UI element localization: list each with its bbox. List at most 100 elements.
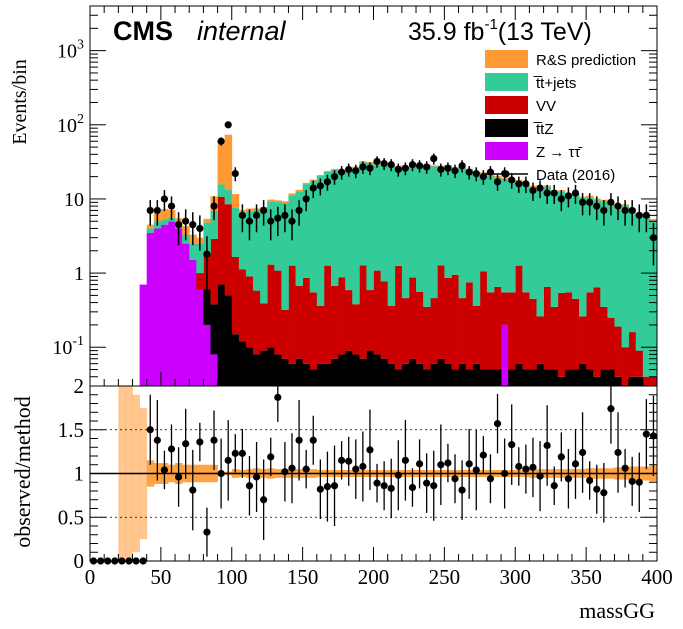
- bar-vv: [536, 316, 544, 364]
- bar-vv: [628, 332, 637, 377]
- bar-ttjets: [472, 173, 481, 306]
- data-point: [437, 165, 445, 174]
- bar-ttz: [586, 369, 594, 386]
- bar-ttjets: [416, 167, 424, 292]
- bar-vv: [472, 305, 481, 364]
- data-point: [621, 206, 629, 215]
- bar-rs: [274, 200, 282, 203]
- bar-ttjets: [479, 173, 488, 272]
- bar-ttz: [245, 347, 254, 386]
- energy-label: (13 TeV): [498, 18, 592, 46]
- bar-ztautau: [160, 224, 169, 386]
- bar-rs: [330, 168, 339, 170]
- bar-vv: [231, 256, 240, 335]
- data-point: [174, 221, 183, 229]
- data-point: [302, 195, 310, 203]
- data-point: [338, 168, 346, 176]
- bar-vv: [309, 292, 318, 370]
- ratio-point: [515, 462, 523, 471]
- ratio-point: [508, 441, 516, 449]
- legend-label-ttz: t̅tZ: [533, 121, 554, 138]
- ratio-point: [557, 453, 565, 461]
- bar-vv: [557, 292, 566, 377]
- bar-ztautau: [167, 221, 176, 386]
- bar-ttjets: [437, 166, 445, 266]
- bar-ttjets: [359, 162, 367, 266]
- bar-ttjets: [430, 166, 438, 299]
- bar-ttjets: [522, 184, 530, 293]
- bar-rs: [146, 224, 155, 229]
- bar-ttz: [373, 354, 381, 386]
- bar-ttz: [529, 369, 537, 386]
- ratio-point: [260, 496, 268, 504]
- legend-label-data: Data (2016): [536, 167, 615, 184]
- ratio-point: [451, 475, 459, 483]
- data-point: [628, 206, 636, 215]
- y-tick-label: 1: [74, 263, 84, 285]
- bar-vv: [649, 376, 658, 386]
- bar-ttz: [515, 363, 523, 386]
- bar-ttjets: [614, 209, 622, 327]
- data-point: [614, 202, 622, 210]
- bar-vv: [196, 273, 204, 290]
- bar-ztautau: [196, 289, 204, 386]
- bar-ttjets: [642, 215, 651, 377]
- legend-swatch-data-point: [502, 170, 510, 178]
- data-point: [359, 163, 367, 171]
- bar-ttz: [543, 369, 552, 386]
- ratio-point: [444, 459, 452, 467]
- data-point: [444, 164, 452, 172]
- bar-ttjets: [564, 194, 573, 293]
- bar-ttjets: [401, 168, 410, 299]
- data-point: [642, 211, 650, 219]
- ratio-point: [267, 453, 275, 461]
- bar-ttz: [217, 284, 226, 386]
- bar-ttjets: [543, 186, 552, 287]
- data-point: [309, 184, 317, 192]
- data-point: [281, 211, 289, 219]
- bar-ttz: [508, 369, 516, 386]
- bar-ttz: [231, 334, 240, 386]
- bar-ttjets: [302, 184, 311, 278]
- bar-ztautau: [139, 284, 148, 386]
- data-point: [210, 202, 218, 210]
- bar-vv: [458, 298, 467, 364]
- ratio-point: [571, 460, 580, 468]
- bar-rs: [430, 165, 438, 167]
- ratio-point: [231, 449, 239, 457]
- data-point: [267, 217, 275, 225]
- bar-ttz: [458, 363, 467, 386]
- experiment-label: CMS: [113, 16, 173, 46]
- ratio-point: [295, 436, 303, 444]
- y-tick-label: 102: [57, 112, 84, 137]
- bar-ttz: [295, 358, 304, 386]
- y-tick-label: 10: [64, 189, 84, 211]
- ratio-point: [302, 465, 310, 473]
- bar-ttjets: [451, 168, 459, 275]
- bar-ttz: [593, 376, 601, 386]
- bar-ttjets: [444, 165, 452, 278]
- ratio-point: [160, 466, 169, 474]
- x-tick-label: 400: [641, 565, 673, 589]
- bar-ttjets: [529, 187, 537, 299]
- ratio-point: [479, 451, 487, 459]
- data-point: [564, 192, 573, 200]
- x-tick-label: 100: [216, 565, 248, 589]
- data-point: [238, 211, 246, 219]
- data-point: [578, 198, 587, 206]
- bar-ttz: [359, 358, 367, 386]
- bar-vv: [493, 286, 502, 370]
- data-point: [203, 250, 211, 258]
- legend-swatch-ttz: [485, 119, 528, 137]
- bar-vv: [479, 271, 488, 370]
- bar-ztautau: [146, 232, 155, 386]
- bar-ttz: [253, 354, 261, 386]
- x-tick-label: 150: [287, 565, 319, 589]
- bar-ttjets: [515, 181, 523, 266]
- bar-ttz: [557, 376, 566, 386]
- data-point: [373, 157, 381, 166]
- ratio-point: [550, 482, 558, 490]
- data-point: [345, 165, 353, 174]
- ratio-point: [621, 464, 629, 472]
- bar-vv: [621, 347, 630, 386]
